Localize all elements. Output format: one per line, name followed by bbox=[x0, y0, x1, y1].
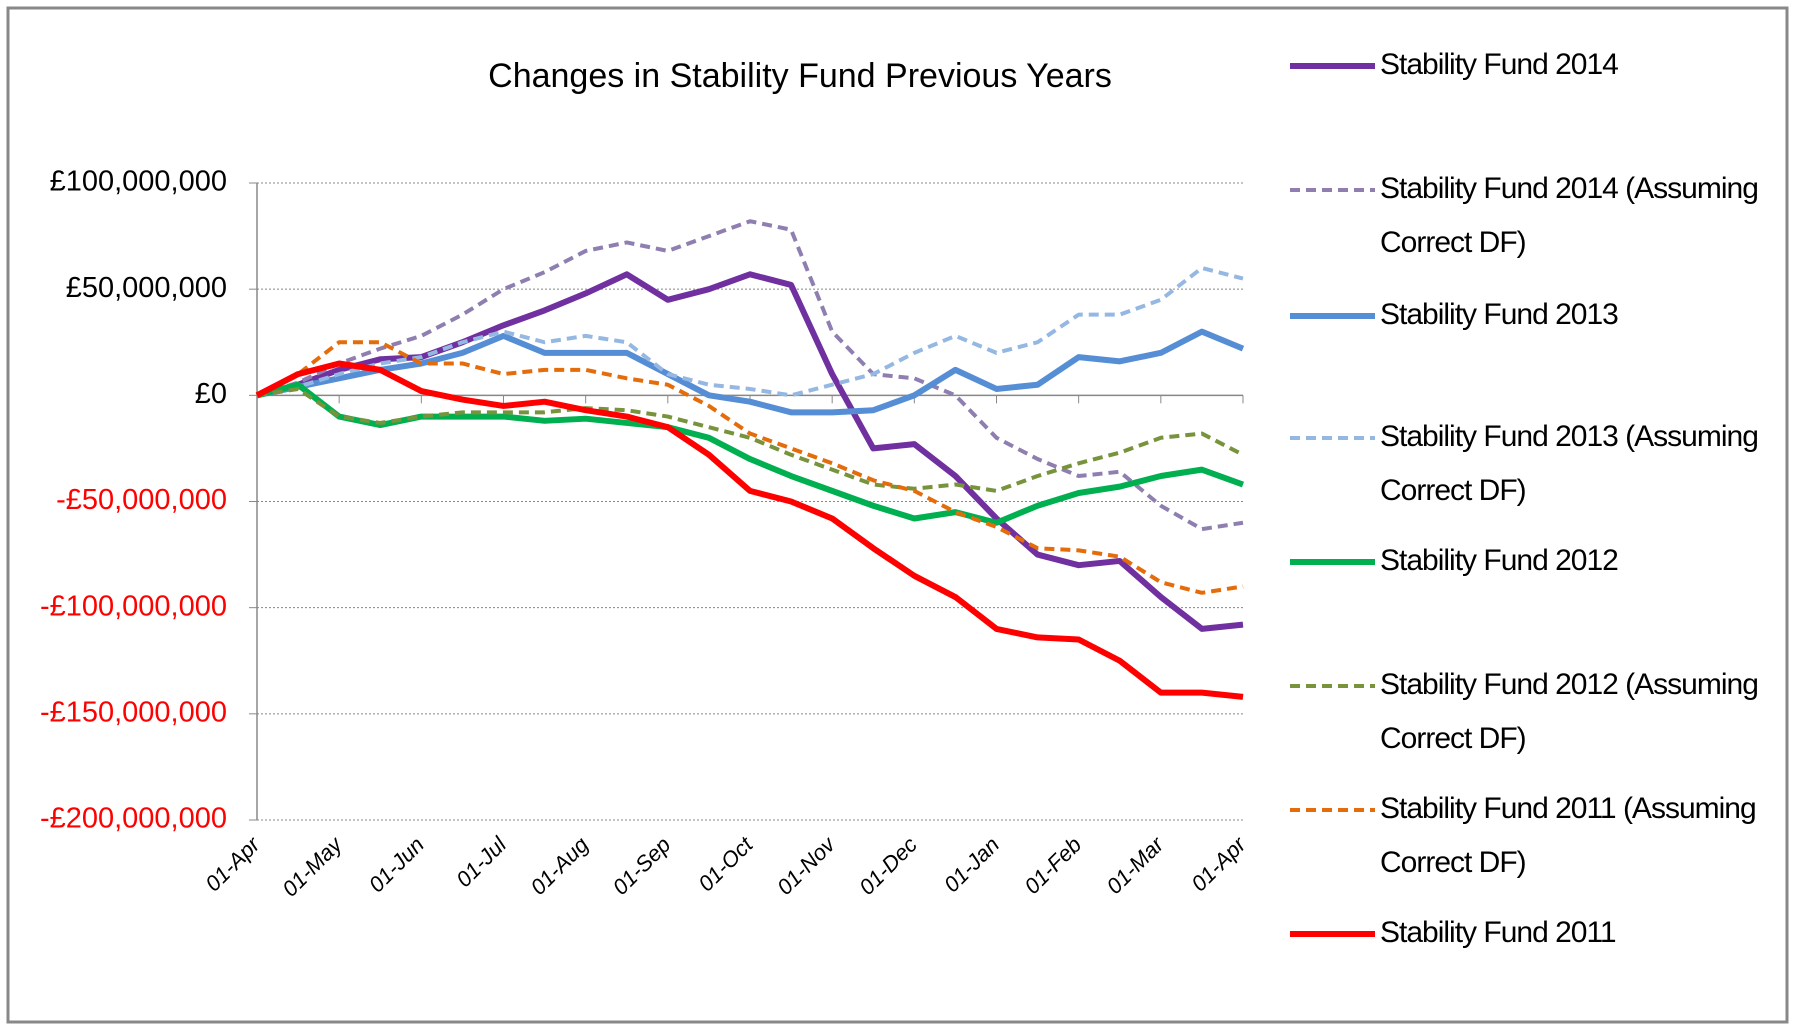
x-tick-label: 01-Mar bbox=[1102, 831, 1170, 899]
x-tick-label: 01-Oct bbox=[693, 831, 758, 896]
x-tick-label: 01-Apr bbox=[1186, 831, 1252, 897]
x-tick-label: 01-Jun bbox=[364, 832, 429, 897]
legend-label: Stability Fund 2012 bbox=[1380, 544, 1619, 577]
frame bbox=[6, 6, 1789, 1024]
y-tick-label: -£100,000,000 bbox=[40, 590, 227, 622]
x-tick-label: 01-Apr bbox=[200, 831, 266, 897]
series-line bbox=[256, 340, 1244, 595]
legend-label: Stability Fund 2012 (Assuming Correct DF… bbox=[1380, 668, 1759, 755]
chart-title: Changes in Stability Fund Previous Years bbox=[488, 57, 1112, 95]
y-tick-label: -£150,000,000 bbox=[40, 696, 227, 728]
y-tick-label: -£50,000,000 bbox=[56, 484, 227, 516]
y-tick-label: £0 bbox=[195, 378, 227, 410]
series-line bbox=[256, 219, 1244, 532]
series-line bbox=[256, 271, 1244, 632]
series-line bbox=[256, 381, 1245, 526]
x-tick-label: 01-Aug bbox=[525, 831, 593, 899]
series-line bbox=[256, 328, 1245, 416]
x-tick-label: 01-Sep bbox=[608, 832, 676, 900]
legend-label: Stability Fund 2011 (Assuming Correct DF… bbox=[1380, 792, 1757, 879]
x-tick-label: 01-Dec bbox=[854, 832, 922, 900]
y-tick-label: £100,000,000 bbox=[50, 166, 227, 198]
x-tick-label: 01-Jan bbox=[939, 832, 1004, 897]
legend-label: Stability Fund 2014 (Assuming Correct DF… bbox=[1380, 172, 1759, 259]
x-tick-label: 01-May bbox=[277, 831, 348, 902]
legend-label: Stability Fund 2013 (Assuming Correct DF… bbox=[1380, 420, 1759, 507]
legend-label: Stability Fund 2014 bbox=[1380, 48, 1619, 81]
legend-label: Stability Fund 2011 bbox=[1380, 916, 1617, 949]
series-line bbox=[256, 386, 1244, 493]
series-line bbox=[255, 360, 1244, 700]
series-line bbox=[256, 265, 1244, 398]
x-tick-label: 01-Jul bbox=[451, 831, 512, 892]
y-tick-label: £50,000,000 bbox=[66, 272, 227, 304]
legend-label: Stability Fund 2013 bbox=[1380, 298, 1619, 331]
x-tick-label: 01-Feb bbox=[1019, 832, 1086, 899]
y-tick-label: -£200,000,000 bbox=[40, 803, 227, 835]
x-tick-label: 01-Nov bbox=[772, 831, 841, 900]
